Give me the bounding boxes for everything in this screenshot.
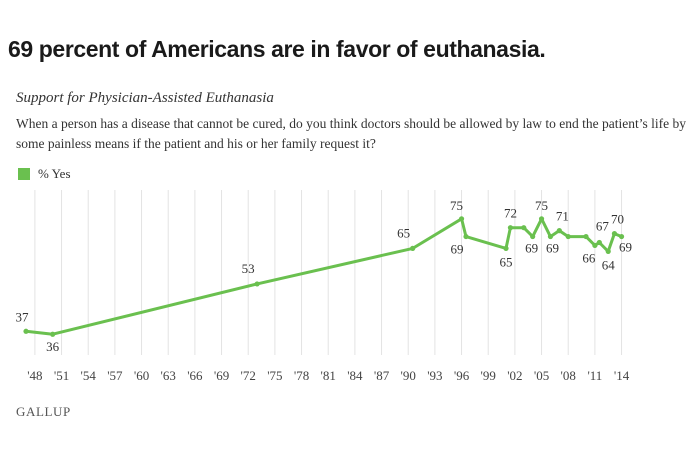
x-tick-label: '99: [481, 368, 496, 383]
x-tick-label: '93: [427, 368, 442, 383]
x-tick-label: '54: [81, 368, 97, 383]
data-points: [23, 216, 625, 337]
legend: % Yes: [18, 166, 71, 182]
x-tick-label: '05: [534, 368, 549, 383]
data-label: 53: [242, 261, 255, 276]
data-point: [458, 216, 465, 222]
legend-swatch: [18, 168, 30, 180]
x-tick-label: '57: [107, 368, 123, 383]
x-tick-label: '69: [214, 368, 229, 383]
data-point: [583, 233, 589, 240]
x-tick-label: '81: [321, 368, 336, 383]
data-label: 71: [556, 209, 569, 224]
data-label: 64: [602, 257, 616, 272]
data-label: 69: [546, 241, 559, 256]
data-point: [463, 233, 469, 240]
data-label: 75: [535, 198, 548, 213]
data-point: [521, 225, 527, 231]
x-tick-label: '08: [561, 368, 576, 383]
data-label: 70: [611, 212, 624, 227]
data-point: [23, 328, 29, 334]
data-label: 69: [619, 240, 632, 255]
data-label: 69: [525, 241, 538, 256]
gallup-logo: GALLUP: [16, 404, 71, 419]
data-point: [547, 233, 554, 240]
data-point: [507, 225, 514, 231]
legend-label: % Yes: [38, 166, 71, 181]
data-point: [611, 231, 618, 237]
x-tick-label: '51: [54, 368, 69, 383]
data-point: [556, 228, 562, 234]
data-label: 75: [450, 198, 463, 213]
data-label: 36: [46, 339, 60, 354]
data-point: [605, 248, 611, 254]
x-tick-label: '90: [401, 368, 416, 383]
data-label: 72: [504, 206, 517, 221]
x-tick-label: '96: [454, 368, 470, 383]
data-label: 67: [596, 218, 610, 233]
data-point: [50, 331, 56, 337]
x-tick-label: '11: [587, 368, 602, 383]
data-labels: 37 36 53 65 75 69 65 72 69 75 69 71 66 67 64 70 69: [16, 198, 633, 354]
data-label: 65: [397, 225, 410, 240]
x-tick-label: '60: [134, 368, 149, 383]
data-point: [410, 245, 416, 251]
data-point: [596, 239, 602, 246]
x-tick-label: '14: [614, 368, 630, 383]
x-tick-label: '02: [507, 368, 522, 383]
x-tick-label: '66: [187, 368, 203, 383]
data-point: [503, 245, 509, 251]
data-point: [538, 216, 545, 222]
x-tick-label: '75: [267, 368, 282, 383]
data-label: 66: [582, 250, 596, 265]
data-point: [618, 233, 625, 240]
headline: 69 percent of Americans are in favor of …: [8, 36, 546, 62]
chart-title: Support for Physician-Assisted Euthanasi…: [16, 90, 274, 106]
x-tick-label: '48: [27, 368, 42, 383]
x-tick-label: '63: [161, 368, 176, 383]
data-point: [530, 233, 536, 240]
data-point: [592, 242, 598, 249]
line-chart: 37 36 53 65 75 69 65 72 69 75 69 71 66 67 64 70 69 '48 '5…: [16, 190, 633, 383]
data-point: [254, 281, 260, 287]
data-label: 37: [16, 309, 30, 324]
x-tick-label: '87: [374, 368, 390, 383]
x-tick-label: '78: [294, 368, 309, 383]
data-label: 65: [500, 254, 513, 269]
survey-question: When a person has a disease that cannot …: [16, 116, 686, 151]
gridlines: [34, 190, 623, 355]
x-tick-label: '84: [347, 368, 363, 383]
data-label: 69: [451, 242, 464, 257]
x-tick-label: '72: [241, 368, 256, 383]
x-axis-ticks: '48 '51 '54 '57 '60 '63 '66 '69 '72 '75 '78 '81 '84 '…: [27, 368, 630, 383]
data-point: [565, 233, 571, 240]
